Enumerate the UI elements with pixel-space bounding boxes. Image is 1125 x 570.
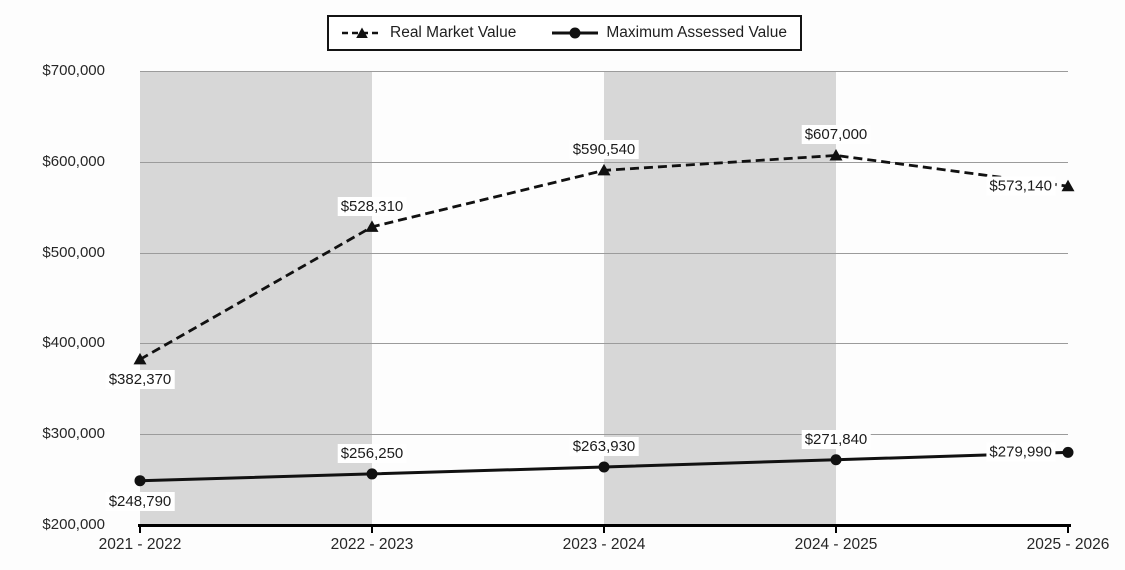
gridline	[140, 161, 1068, 163]
x-axis-tick	[1067, 527, 1069, 533]
circle-marker	[366, 468, 378, 480]
x-axis-tick	[835, 527, 837, 533]
circle-marker	[830, 454, 842, 466]
y-axis-tick-label: $200,000	[42, 516, 105, 533]
dashed-line-triangle-icon	[342, 27, 382, 38]
legend-item-maximum-assessed-value: Maximum Assessed Value	[552, 24, 787, 42]
legend-label-maximum-assessed-value: Maximum Assessed Value	[606, 24, 787, 41]
triangle-marker	[1061, 179, 1075, 192]
data-point-label: $590,540	[569, 140, 639, 160]
triangle-marker	[829, 148, 843, 161]
x-axis-category-label: 2021 - 2022	[98, 536, 182, 553]
triangle-marker	[133, 352, 147, 365]
data-point-label: $248,790	[105, 491, 175, 511]
x-axis-category-label: 2025 - 2026	[1026, 536, 1110, 553]
solid-line-circle-icon	[552, 27, 599, 39]
y-axis-tick-label: $300,000	[42, 425, 105, 443]
x-axis-category-label: 2024 - 2025	[794, 536, 878, 553]
gridline	[140, 343, 1068, 345]
background-band	[140, 71, 372, 525]
data-point-label: $263,930	[569, 436, 639, 456]
data-point-label: $607,000	[801, 125, 871, 145]
data-point-label: $528,310	[337, 196, 407, 216]
legend: Real Market Value Maximum Assessed Value	[327, 15, 802, 51]
x-axis-category-label: 2023 - 2024	[562, 536, 646, 553]
circle-marker	[1062, 446, 1074, 458]
y-axis-tick-label: $400,000	[42, 334, 105, 352]
legend-label-real-market-value: Real Market Value	[390, 24, 517, 41]
background-band	[604, 71, 836, 525]
circle-marker	[134, 475, 146, 487]
y-axis-tick-label: $600,000	[42, 152, 105, 170]
legend-item-real-market-value: Real Market Value	[342, 24, 516, 42]
triangle-marker	[597, 163, 611, 176]
x-axis-category-label: 2022 - 2023	[330, 536, 414, 553]
x-axis-tick	[139, 527, 141, 533]
x-axis-tick	[603, 527, 605, 533]
data-point-label: $271,840	[801, 429, 871, 449]
gridline	[140, 252, 1068, 254]
x-axis-line	[138, 524, 1071, 527]
x-axis-tick	[371, 527, 373, 533]
gridline	[140, 434, 1068, 436]
data-point-label: $256,250	[337, 443, 407, 463]
gridline	[140, 71, 1068, 72]
series-line-real-market-value	[139, 154, 1069, 361]
data-point-label: $279,990	[986, 442, 1055, 462]
data-point-label: $573,140	[986, 176, 1055, 196]
y-axis-tick-label: $500,000	[42, 243, 105, 261]
data-point-label: $382,370	[105, 370, 175, 390]
circle-marker	[598, 461, 610, 473]
y-axis-tick-label: $700,000	[42, 62, 105, 79]
triangle-marker	[365, 220, 379, 232]
